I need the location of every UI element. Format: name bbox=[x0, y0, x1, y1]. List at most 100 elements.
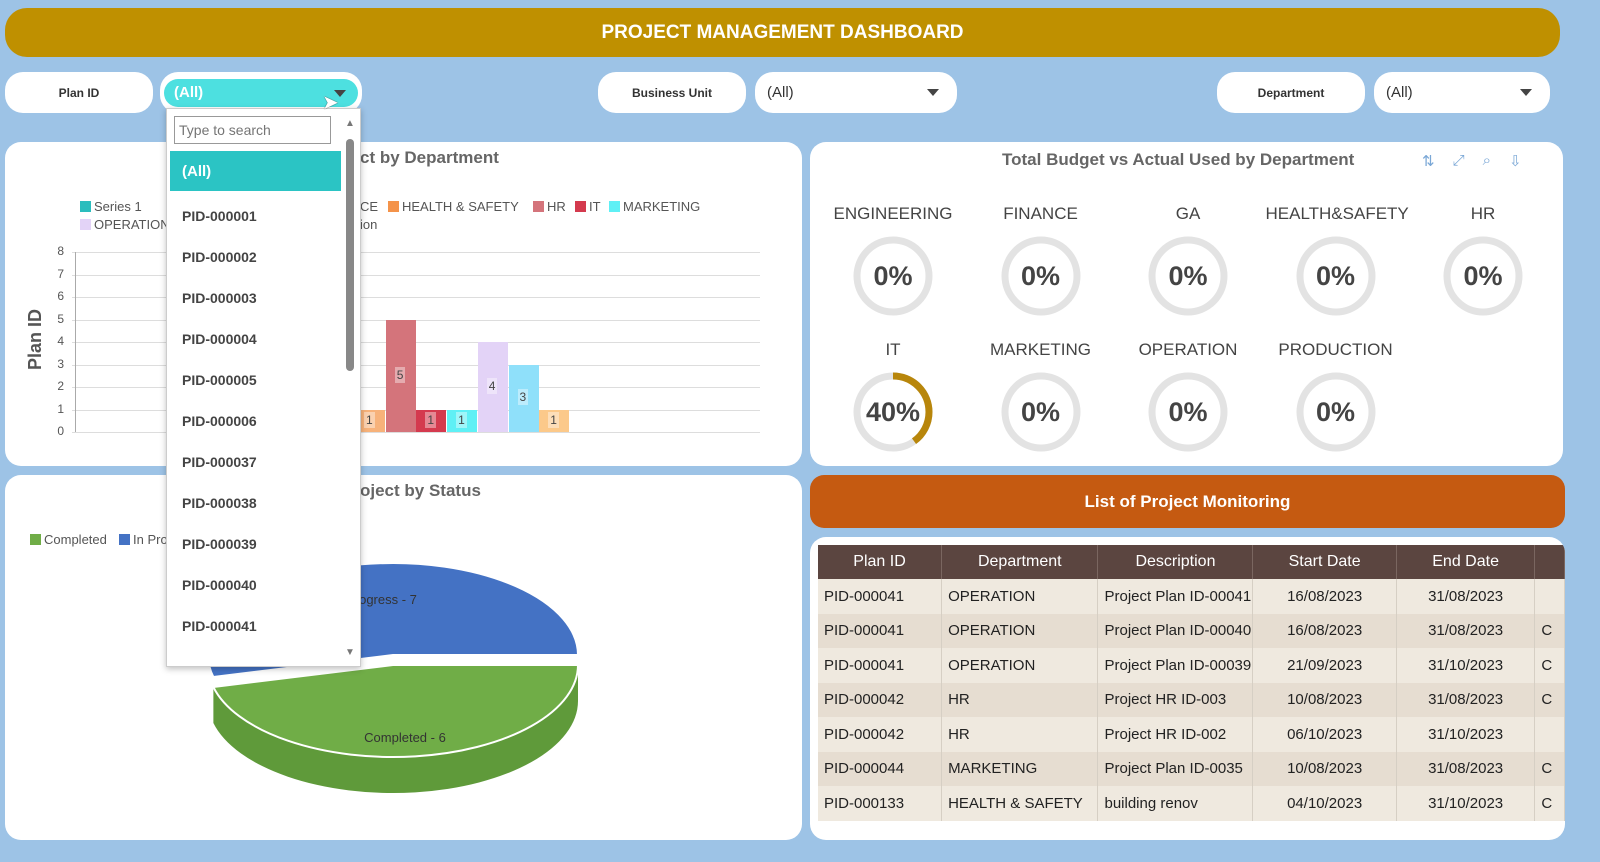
table-row: PID-000133 HEALTH & SAFETY building renov 0… bbox=[818, 786, 1565, 821]
y-tick-label: 3 bbox=[57, 356, 64, 371]
legend-item: IT bbox=[575, 199, 601, 214]
gauge-value: 0% bbox=[1315, 260, 1356, 291]
dashboard-header: PROJECT MANAGEMENT DASHBOARD bbox=[5, 8, 1560, 57]
table-cell: 31/08/2023 bbox=[1396, 751, 1536, 786]
table-cell: PID-000042 bbox=[818, 682, 943, 717]
gauge-value: 0% bbox=[1168, 396, 1208, 427]
y-tick-label: 8 bbox=[57, 244, 64, 258]
legend-item: CE bbox=[360, 199, 379, 214]
table-cell: MARKETING bbox=[941, 751, 1099, 786]
table-cell: C bbox=[1534, 682, 1565, 717]
gridline bbox=[72, 364, 760, 366]
gridline bbox=[72, 387, 760, 388]
gauge-value: 0% bbox=[1315, 396, 1356, 427]
table-row: PID-000042 HR Project HR ID-003 10/08/2023 3… bbox=[818, 682, 1565, 717]
gauge: MARKETING 0% bbox=[971, 340, 1111, 454]
dropdown-option[interactable]: PID-000001 bbox=[182, 208, 257, 224]
scroll-up-icon[interactable]: ▲ bbox=[345, 118, 355, 129]
table-cell: 31/08/2023 bbox=[1396, 682, 1536, 717]
plan-id-filter-label: Plan ID bbox=[5, 72, 153, 113]
dropdown-search-input[interactable] bbox=[174, 116, 331, 144]
page-title: PROJECT MANAGEMENT DASHBOARD bbox=[601, 21, 964, 43]
dropdown-option[interactable]: PID-000005 bbox=[182, 372, 257, 388]
filter-icon[interactable]: ⌕ bbox=[1482, 152, 1491, 169]
table-header-row: Plan ID Department Description Start Date En… bbox=[818, 545, 1565, 579]
pie-chart: Completed - 6 ogress - 7 bbox=[207, 561, 580, 793]
scroll-down-icon[interactable]: ▼ bbox=[345, 647, 355, 658]
gauge: OPERATION 0% bbox=[1118, 340, 1258, 454]
pie-slice[interactable] bbox=[211, 664, 580, 758]
gauge: PRODUCTION 0% bbox=[1266, 340, 1406, 454]
export-icon[interactable]: ⇩ bbox=[1509, 153, 1522, 170]
gauge: HR 0% bbox=[1413, 204, 1553, 318]
bar-data-label: 1 bbox=[364, 411, 375, 428]
table-cell: HR bbox=[941, 717, 1099, 752]
monitoring-table: Plan ID Department Description Start Date En… bbox=[818, 545, 1565, 821]
sort-icon[interactable]: ⇅ bbox=[1422, 153, 1435, 170]
legend-item: HR bbox=[533, 199, 566, 214]
table-cell: Project Plan ID-00041 bbox=[1097, 579, 1254, 614]
table-cell: C bbox=[1534, 648, 1565, 683]
plan-id-select[interactable]: (All) bbox=[160, 72, 362, 113]
dropdown-option[interactable]: PID-000039 bbox=[182, 536, 257, 552]
dropdown-option[interactable]: PID-000002 bbox=[182, 249, 257, 265]
table-cell: HR bbox=[941, 682, 1099, 717]
bar bbox=[477, 342, 508, 432]
gauge-value: 0% bbox=[1020, 396, 1061, 427]
dropdown-option[interactable]: PID-000003 bbox=[182, 290, 257, 306]
gauge: GA 0% bbox=[1118, 204, 1258, 318]
gauge-fill bbox=[853, 372, 933, 452]
bar-data-label: 4 bbox=[486, 378, 498, 394]
gauge-ring: 0% bbox=[999, 234, 1083, 318]
gauge-label: ENGINEERING bbox=[833, 204, 953, 223]
plan-id-select-value[interactable]: (All) bbox=[164, 78, 358, 107]
table-cell: C bbox=[1534, 751, 1565, 786]
table-cell: Project Plan ID-00040 bbox=[1097, 613, 1254, 648]
table-cell: 10/08/2023 bbox=[1252, 751, 1397, 786]
legend-item: ion bbox=[360, 217, 378, 232]
bar-data-label: 1 bbox=[548, 411, 559, 428]
legend-item: Completed bbox=[30, 532, 107, 547]
table-row: PID-000041 OPERATION Project Plan ID-00041… bbox=[818, 579, 1565, 614]
business-unit-select[interactable]: (All) bbox=[755, 72, 957, 113]
dropdown-option[interactable]: PID-000040 bbox=[182, 577, 257, 593]
plan-id-dropdown: (All) PID-000001 PID-000002 PID-000003 PID-… bbox=[166, 108, 361, 667]
table-cell: 31/10/2023 bbox=[1396, 786, 1536, 821]
y-tick-label: 5 bbox=[57, 311, 64, 326]
dropdown-option[interactable]: PID-000006 bbox=[182, 413, 257, 429]
y-tick-label: 4 bbox=[57, 334, 64, 348]
table-cell: 10/08/2023 bbox=[1252, 682, 1397, 717]
table-cell: PID-000042 bbox=[818, 717, 943, 752]
dropdown-option-all[interactable]: (All) bbox=[170, 151, 341, 191]
bar bbox=[416, 409, 447, 432]
chevron-down-icon bbox=[927, 89, 939, 96]
department-select[interactable]: (All) bbox=[1374, 72, 1550, 113]
gauge: FINANCE 0% bbox=[971, 204, 1111, 318]
bar-chart-title: ct by Department bbox=[360, 148, 499, 167]
gauge-label: OPERATION bbox=[1138, 340, 1238, 359]
column-header: End Date bbox=[1396, 545, 1536, 579]
y-tick-label: 2 bbox=[57, 379, 64, 393]
dropdown-option[interactable]: PID-000004 bbox=[182, 331, 257, 347]
y-tick-label: 1 bbox=[57, 401, 64, 416]
gauge-label: GA bbox=[1175, 204, 1201, 223]
mouse-cursor-icon: ➤ bbox=[322, 92, 339, 114]
dropdown-scrollbar[interactable] bbox=[346, 139, 354, 371]
table-cell: PID-000041 bbox=[818, 613, 943, 648]
expand-icon[interactable]: ⤢ bbox=[1452, 152, 1465, 169]
gauge-ring: 0% bbox=[1294, 370, 1378, 454]
table-cell: OPERATION bbox=[941, 613, 1099, 648]
gauge-label: HEALTH&SAFETY bbox=[1265, 204, 1409, 223]
legend-item: HEALTH & SAFETY bbox=[388, 199, 519, 214]
dropdown-option[interactable]: PID-000038 bbox=[182, 495, 257, 511]
bar bbox=[355, 409, 385, 432]
pie-data-label: Completed - 6 bbox=[364, 730, 446, 745]
gauge-value: 40% bbox=[865, 396, 921, 427]
dropdown-option[interactable]: PID-000037 bbox=[182, 454, 257, 470]
bar bbox=[447, 409, 478, 432]
bar bbox=[539, 409, 570, 432]
gauge: IT 40% bbox=[823, 340, 963, 454]
monitoring-title-bar: List of Project Monitoring bbox=[810, 475, 1565, 528]
legend-item: In Pro bbox=[119, 532, 168, 547]
dropdown-option[interactable]: PID-000041 bbox=[182, 618, 257, 634]
